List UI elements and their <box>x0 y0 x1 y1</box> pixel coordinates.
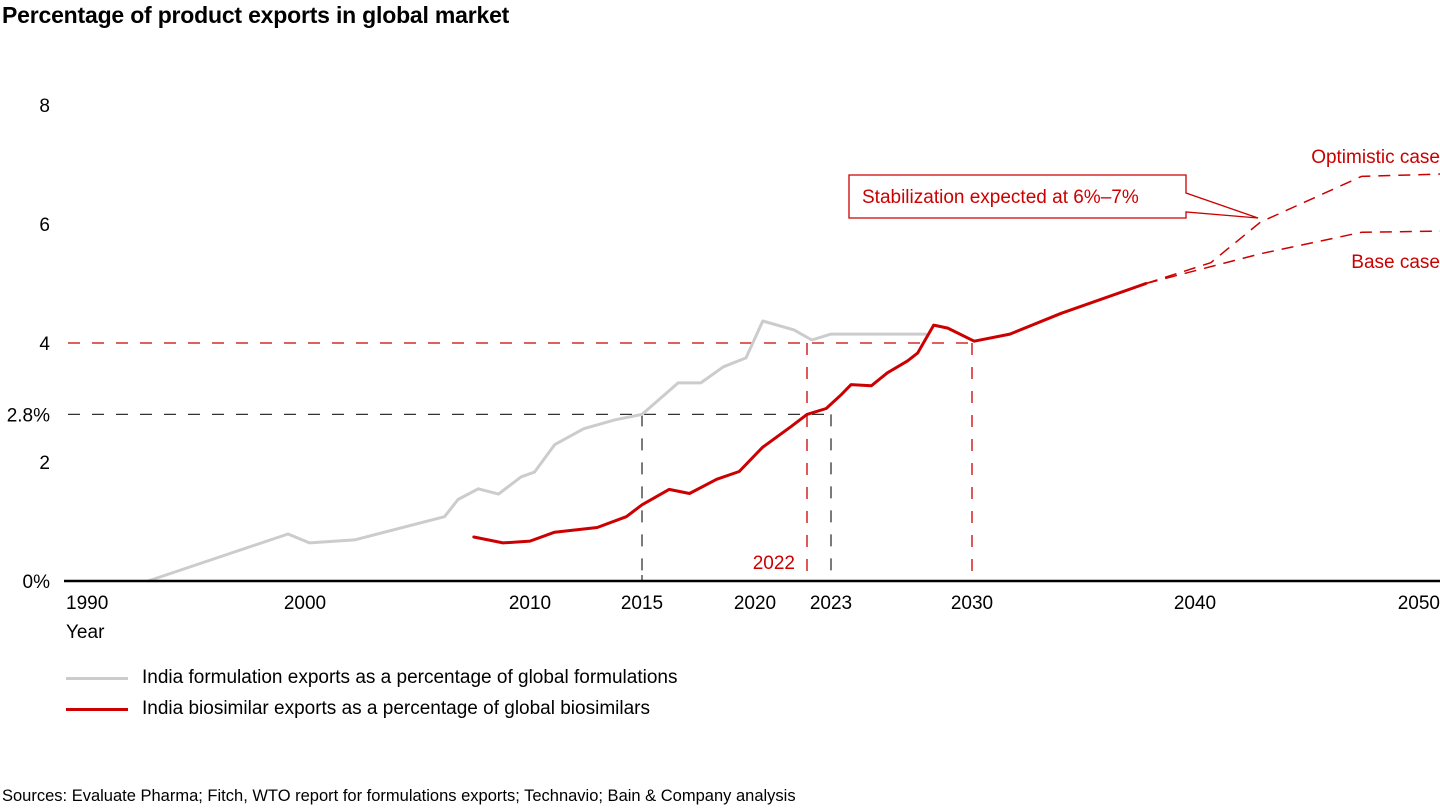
sources-note: Sources: Evaluate Pharma; Fitch, WTO rep… <box>2 787 796 805</box>
annotation-optimistic-case: Optimistic case <box>1311 147 1440 168</box>
y-tick-label: 2.8% <box>7 405 50 426</box>
y-tick-label: 8 <box>39 96 50 117</box>
y-axis-ticks: 0% 2 2.8% 4 6 8 <box>7 96 51 593</box>
y-tick-label: 2 <box>39 453 50 474</box>
legend-item-biosimilars: India biosimilar exports as a percentage… <box>66 698 650 720</box>
chart-title: Percentage of product exports in global … <box>2 2 510 28</box>
series-line-2 <box>1145 173 1440 285</box>
x-tick-label: 1990 <box>66 593 108 614</box>
legend-item-formulations: India formulation exports as a percentag… <box>66 667 677 689</box>
x-tick-label: 2015 <box>621 593 663 614</box>
x-tick-label: 2050 <box>1398 593 1440 614</box>
legend-label: India biosimilar exports as a percentage… <box>142 698 650 719</box>
x-tick-label: 2020 <box>734 593 776 614</box>
y-tick-label: 6 <box>39 215 50 236</box>
legend-swatch-red <box>66 707 128 711</box>
x-tick-label: 2023 <box>810 593 852 614</box>
callout-box: Stabilization expected at 6%–7% <box>848 174 1259 219</box>
series-line-3 <box>1145 230 1440 285</box>
annotation-2022: 2022 <box>753 553 795 574</box>
series-line-1 <box>472 282 1148 545</box>
legend-swatch-gray <box>66 676 128 680</box>
y-tick-label: 0% <box>23 572 51 593</box>
x-tick-label: 2000 <box>284 593 326 614</box>
x-tick-label: 2040 <box>1174 593 1216 614</box>
series-lines <box>146 173 1440 583</box>
callout-text: Stabilization expected at 6%–7% <box>862 187 1139 208</box>
legend-label: India formulation exports as a percentag… <box>142 667 678 688</box>
reference-lines <box>68 342 973 581</box>
x-axis-ticks: 1990 2000 2010 2015 2020 2023 2030 2040 2050 <box>66 593 1440 614</box>
x-tick-label: 2010 <box>509 593 551 614</box>
callout-shape <box>848 174 1259 219</box>
x-axis-label: Year <box>66 622 105 643</box>
x-tick-label: 2030 <box>951 593 993 614</box>
annotation-base-case: Base case <box>1351 252 1440 273</box>
series-line-0 <box>146 319 928 583</box>
y-tick-label: 4 <box>39 334 50 355</box>
